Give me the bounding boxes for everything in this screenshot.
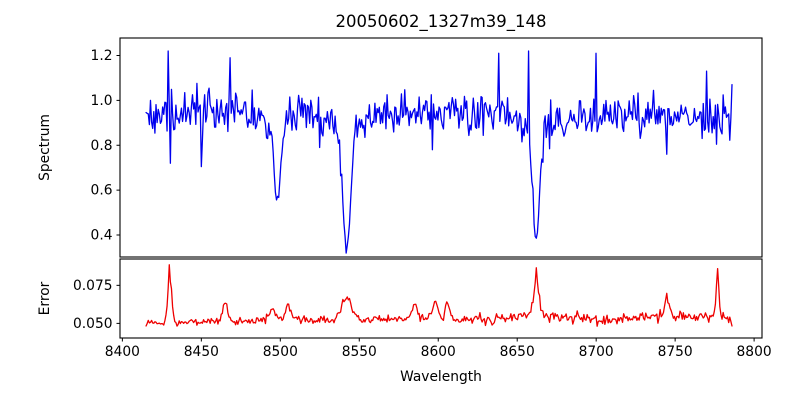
y-tick-label: 0.4 — [91, 228, 113, 244]
series-layer — [145, 50, 733, 327]
x-tick-label: 8500 — [263, 344, 298, 360]
error-panel — [119, 258, 763, 339]
spectrum-y-axis-label: Spectrum — [37, 114, 53, 181]
plot-title: 20050602_1327m39_148 — [335, 12, 546, 32]
y-tick-label: 0.050 — [73, 316, 113, 332]
error-y-axis-label: Error — [37, 281, 53, 315]
x-tick-label: 8700 — [579, 344, 614, 360]
y-tick-label: 1.0 — [91, 93, 113, 109]
x-tick-label: 8750 — [658, 344, 693, 360]
x-tick-label: 8450 — [184, 344, 219, 360]
spectrum-line — [145, 50, 733, 254]
axes-ticks: 0.4 0.6 0.8 1.0 1.2 0.050 0.075 8400 8450 8500 855… — [73, 48, 772, 360]
error-line — [145, 264, 733, 327]
y-tick-label: 0.075 — [73, 278, 113, 294]
x-tick-label: 8650 — [500, 344, 535, 360]
x-axis-label: Wavelength — [400, 369, 482, 385]
x-tick-label: 8400 — [105, 344, 140, 360]
y-tick-label: 0.8 — [91, 138, 113, 154]
y-tick-label: 1.2 — [91, 48, 113, 64]
y-tick-label: 0.6 — [91, 183, 113, 199]
spectrum-panel — [119, 37, 763, 258]
x-tick-label: 8600 — [421, 344, 456, 360]
x-tick-label: 8550 — [342, 344, 377, 360]
x-tick-label: 8800 — [737, 344, 772, 360]
